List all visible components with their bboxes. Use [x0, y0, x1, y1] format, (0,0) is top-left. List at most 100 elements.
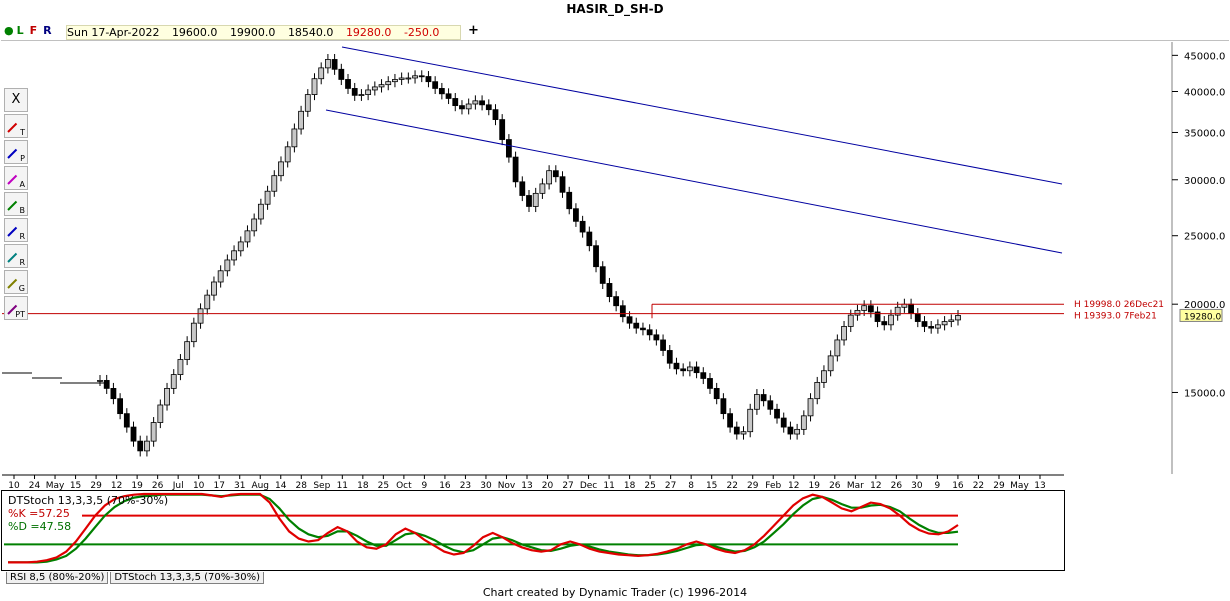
x-tick-label: 16 — [439, 481, 451, 491]
x-tick-label: 19 — [809, 481, 821, 491]
price-marker-label: H 19393.0 7Feb21 — [1074, 312, 1157, 322]
parallel-tool-letter: P — [20, 154, 25, 163]
toolbox-close-button[interactable]: X — [4, 88, 28, 112]
candle-body — [519, 181, 526, 196]
candle-body — [338, 68, 345, 80]
k-readout: %K =57.25 — [8, 507, 70, 520]
y-tick-label: 45000.0 — [1184, 51, 1225, 62]
candle-body — [331, 59, 338, 70]
r-toggle[interactable]: R — [43, 24, 52, 37]
lfr-toggle-group: ● L F R — [4, 24, 52, 37]
band-tool[interactable]: B — [4, 192, 28, 216]
gann-tool-letter: G — [18, 284, 25, 293]
retracement-tool[interactable]: R — [4, 218, 28, 242]
candle-body — [754, 394, 760, 410]
f-toggle[interactable]: F — [29, 24, 38, 37]
tab-dtstoch[interactable]: DTStoch 13,3,3,5 (70%-30%) — [110, 572, 264, 584]
candle-body — [526, 195, 532, 207]
candle-body — [365, 89, 372, 95]
candle-body — [278, 161, 284, 177]
x-tick-label: May — [46, 481, 65, 491]
indicator-panel — [1, 490, 1065, 571]
candle-body — [157, 404, 164, 423]
x-tick-label: 12 — [870, 481, 881, 491]
trendline-tool[interactable]: T — [4, 114, 28, 138]
candle-body — [653, 334, 660, 341]
candle-body — [774, 408, 780, 419]
alt-tool-letter: A — [19, 180, 25, 189]
candle-body — [707, 378, 713, 389]
x-tick-label: Sep — [313, 481, 330, 491]
candle-body — [325, 59, 331, 69]
candle-body — [767, 400, 774, 410]
x-tick-label: 30 — [911, 481, 923, 491]
candle-body — [573, 208, 579, 222]
indicator-tabs: RSI 8,5 (80%-20%) DTStoch 13,3,3,5 (70%-3… — [6, 572, 266, 586]
price-chart-frame — [1, 40, 1229, 477]
y-tick-label: 35000.0 — [1184, 128, 1225, 139]
alt-tool[interactable]: A — [4, 166, 28, 190]
x-tick-label: 22 — [726, 481, 737, 491]
y-tick-label: 20000.0 — [1184, 300, 1225, 311]
candle-body — [438, 88, 445, 95]
ohlc-close: 19280.0 — [345, 26, 392, 39]
candle-body — [110, 388, 117, 400]
candle-body — [97, 380, 103, 382]
x-tick-label: 20 — [542, 481, 554, 491]
l-toggle[interactable]: L — [16, 24, 24, 37]
indicator-name: DTStoch 13,3,3,5 (70%-30%) — [8, 494, 169, 507]
x-tick-label: 17 — [213, 481, 224, 491]
candle-body — [184, 341, 191, 360]
trendline-tool-letter: T — [20, 128, 25, 137]
candle-body — [499, 119, 506, 140]
add-icon[interactable]: + — [468, 23, 479, 38]
ratio-icon — [7, 252, 18, 263]
candle-body — [371, 86, 378, 91]
candle-body — [412, 75, 418, 79]
x-tick-label: 19 — [131, 481, 143, 491]
parallel-tool[interactable]: P — [4, 140, 28, 164]
chart-title: HASIR_D_SH-D — [566, 2, 664, 16]
x-tick-label: 22 — [973, 481, 984, 491]
candle-body — [264, 190, 271, 205]
ratio-tool-letter: R — [19, 258, 25, 267]
candle-body — [190, 322, 197, 343]
band-icon — [7, 200, 18, 211]
price-time-tool[interactable]: PT — [4, 296, 28, 320]
candle-body — [505, 139, 512, 158]
ratio-tool[interactable]: R — [4, 244, 28, 268]
candle-body — [847, 314, 854, 327]
candle-body — [955, 315, 961, 321]
candle-body — [345, 79, 351, 89]
gann-tool[interactable]: G — [4, 270, 28, 294]
candle-body — [693, 366, 700, 374]
ohlc-change: -250.0 — [403, 26, 440, 39]
price-time-tool-letter: PT — [15, 310, 25, 319]
ohlc-low: 18540.0 — [287, 26, 334, 39]
candle-body — [867, 305, 874, 313]
candle-body — [251, 218, 258, 232]
x-tick-label: 11 — [337, 481, 348, 491]
x-tick-label: 27 — [665, 481, 676, 491]
tab-rsi[interactable]: RSI 8,5 (80%-20%) — [6, 572, 109, 584]
candle-body — [593, 245, 599, 268]
candle-body — [854, 309, 861, 316]
x-tick-label: Dec — [580, 481, 597, 491]
candle-body — [559, 176, 566, 193]
parallel-lines-icon — [7, 148, 18, 159]
candle-body — [425, 76, 432, 83]
candle-body — [894, 306, 901, 316]
x-tick-label: 14 — [275, 481, 287, 491]
candle-body — [827, 355, 834, 372]
x-tick-label: 29 — [747, 481, 759, 491]
candle-body — [686, 366, 693, 372]
candle-body — [311, 78, 318, 95]
candle-body — [130, 426, 137, 442]
candle-body — [579, 220, 586, 233]
candle-body — [834, 339, 841, 357]
channel-upper-line — [341, 46, 1063, 185]
x-tick-label: 13 — [521, 481, 532, 491]
candle-body — [566, 191, 573, 210]
candle-body — [452, 98, 459, 107]
